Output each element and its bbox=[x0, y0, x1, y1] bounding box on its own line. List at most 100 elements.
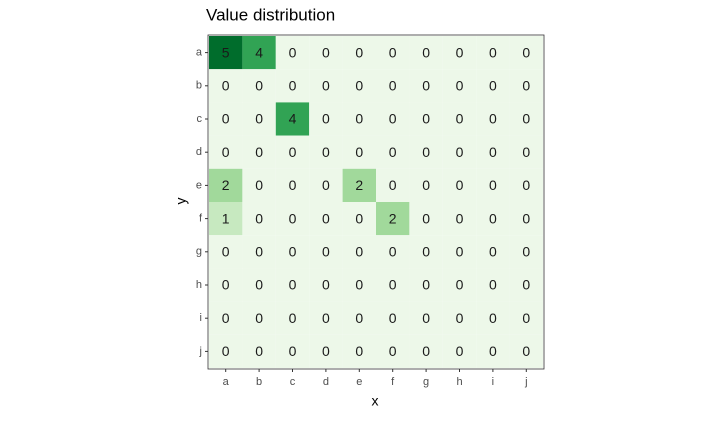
heat-cell bbox=[209, 36, 243, 70]
heat-cell bbox=[309, 268, 343, 302]
heat-cell bbox=[509, 69, 543, 103]
cell-label: 0 bbox=[389, 343, 397, 359]
cell-label: 0 bbox=[422, 244, 430, 260]
heat-cell bbox=[376, 301, 410, 335]
cell-label: 0 bbox=[222, 277, 230, 293]
cell-label: 0 bbox=[222, 343, 230, 359]
heat-cell bbox=[309, 334, 343, 368]
cell-label: 0 bbox=[489, 111, 497, 127]
heat-cell bbox=[342, 168, 376, 202]
cell-label: 0 bbox=[489, 310, 497, 326]
cell-label: 0 bbox=[456, 111, 464, 127]
cell-label: 0 bbox=[255, 277, 263, 293]
cell-label: 0 bbox=[222, 111, 230, 127]
cell-label: 0 bbox=[222, 78, 230, 94]
cell-label: 0 bbox=[255, 244, 263, 260]
cell-label: 0 bbox=[222, 244, 230, 260]
heat-cell bbox=[209, 69, 243, 103]
cell-label: 0 bbox=[489, 277, 497, 293]
heat-cell bbox=[209, 168, 243, 202]
heat-cell bbox=[376, 334, 410, 368]
cell-label: 0 bbox=[489, 343, 497, 359]
cell-label: 0 bbox=[522, 343, 530, 359]
x-axis-label: x bbox=[372, 393, 379, 409]
heat-cell bbox=[242, 135, 276, 169]
cell-label: 0 bbox=[289, 277, 297, 293]
heat-cell bbox=[275, 102, 310, 136]
heat-cell bbox=[509, 235, 543, 269]
x-tick-label: c bbox=[290, 376, 296, 388]
x-tick-label: a bbox=[223, 376, 230, 388]
cell-label: 0 bbox=[489, 44, 497, 60]
heat-cell bbox=[275, 334, 310, 368]
heat-cell bbox=[275, 235, 310, 269]
cell-label: 0 bbox=[456, 343, 464, 359]
cell-label: 0 bbox=[355, 111, 363, 127]
heat-cell bbox=[476, 202, 510, 236]
heat-cell bbox=[409, 168, 443, 202]
cell-label: 0 bbox=[522, 244, 530, 260]
cell-label: 4 bbox=[255, 44, 263, 60]
cell-label: 1 bbox=[222, 210, 230, 226]
heat-cell bbox=[209, 301, 243, 335]
heat-cell bbox=[376, 102, 410, 136]
chart-title: Value distribution bbox=[206, 5, 335, 24]
cell-label: 0 bbox=[255, 111, 263, 127]
cell-label: 2 bbox=[389, 210, 397, 226]
cell-label: 2 bbox=[355, 177, 363, 193]
heat-cell bbox=[476, 235, 510, 269]
heat-cell bbox=[476, 268, 510, 302]
heat-cell bbox=[476, 102, 510, 136]
heat-cell bbox=[509, 168, 543, 202]
cell-label: 0 bbox=[456, 310, 464, 326]
heat-cell bbox=[442, 235, 477, 269]
cell-label: 0 bbox=[322, 144, 330, 160]
cell-label: 0 bbox=[255, 177, 263, 193]
cell-label: 0 bbox=[322, 310, 330, 326]
heat-cell bbox=[442, 102, 477, 136]
cell-label: 0 bbox=[355, 310, 363, 326]
heat-cell bbox=[342, 135, 376, 169]
cell-label: 0 bbox=[322, 111, 330, 127]
heat-cell bbox=[409, 36, 443, 70]
heat-cell bbox=[442, 268, 477, 302]
cell-label: 0 bbox=[289, 177, 297, 193]
heat-cell bbox=[509, 36, 543, 70]
cell-label: 0 bbox=[355, 277, 363, 293]
heat-cell bbox=[409, 235, 443, 269]
heat-cell bbox=[509, 334, 543, 368]
heat-cell bbox=[342, 235, 376, 269]
heat-cell bbox=[209, 268, 243, 302]
x-tick-label: b bbox=[256, 376, 262, 388]
heat-cell bbox=[242, 69, 276, 103]
heat-cell bbox=[275, 301, 310, 335]
heat-cell bbox=[342, 268, 376, 302]
heat-cell bbox=[275, 202, 310, 236]
heat-cell bbox=[476, 168, 510, 202]
heat-cell bbox=[409, 135, 443, 169]
heat-cell bbox=[476, 36, 510, 70]
cell-label: 0 bbox=[489, 177, 497, 193]
cell-label: 0 bbox=[456, 210, 464, 226]
cell-label: 0 bbox=[522, 277, 530, 293]
cell-label: 0 bbox=[289, 44, 297, 60]
heat-cell bbox=[509, 268, 543, 302]
cell-label: 0 bbox=[522, 310, 530, 326]
cell-label: 0 bbox=[322, 277, 330, 293]
cell-label: 0 bbox=[355, 144, 363, 160]
cell-label: 0 bbox=[289, 310, 297, 326]
heat-cell bbox=[209, 135, 243, 169]
cell-label: 0 bbox=[255, 210, 263, 226]
heat-cell bbox=[275, 168, 310, 202]
cell-label: 0 bbox=[389, 44, 397, 60]
heat-cell bbox=[309, 301, 343, 335]
cell-label: 0 bbox=[456, 78, 464, 94]
y-tick-label: e bbox=[196, 179, 202, 191]
cell-label: 5 bbox=[222, 44, 230, 60]
y-tick-label: i bbox=[200, 312, 202, 324]
heat-cell bbox=[509, 102, 543, 136]
heat-cell bbox=[376, 168, 410, 202]
y-tick-label: h bbox=[196, 279, 202, 291]
cell-label: 4 bbox=[289, 111, 297, 127]
cell-label: 0 bbox=[422, 78, 430, 94]
